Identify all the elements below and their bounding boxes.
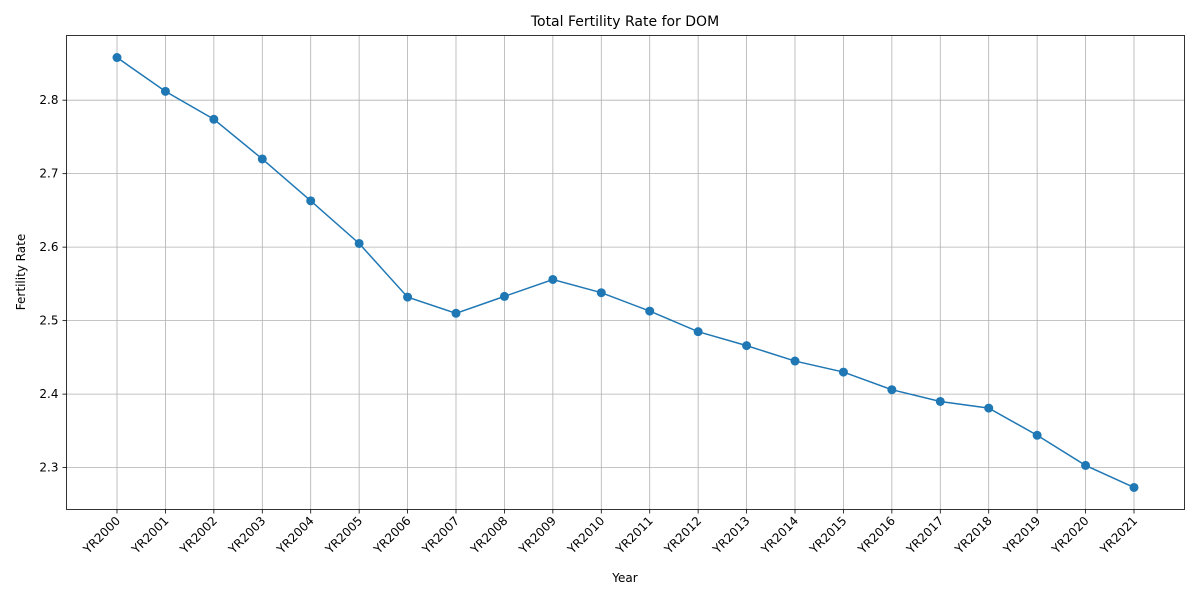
- x-tick-label: YR2015: [806, 514, 849, 557]
- y-tick-label: 2.5: [39, 314, 58, 328]
- y-tick-label: 2.8: [39, 93, 58, 107]
- x-tick-label: YR2011: [613, 514, 656, 557]
- x-tick-label: YR2004: [274, 514, 317, 557]
- x-tick-label: YR2000: [80, 514, 123, 557]
- x-tick-label: YR2007: [419, 514, 462, 557]
- data-point: [838, 367, 848, 377]
- data-point: [499, 291, 509, 301]
- x-tick-label: YR2020: [1048, 514, 1091, 557]
- x-tick-label: YR2021: [1097, 514, 1140, 557]
- data-point: [887, 385, 897, 395]
- data-point: [742, 341, 752, 351]
- y-tick-label: 2.4: [39, 387, 58, 401]
- x-tick-label: YR2013: [709, 514, 752, 557]
- data-point: [306, 196, 316, 206]
- x-tick-label: YR2019: [1000, 514, 1043, 557]
- x-tick-label: YR2010: [564, 514, 607, 557]
- series: [112, 53, 1139, 492]
- data-point: [693, 327, 703, 337]
- y-tick-label: 2.6: [39, 240, 58, 254]
- chart-title: Total Fertility Rate for DOM: [530, 14, 719, 30]
- x-tick-label: YR2001: [128, 514, 171, 557]
- data-point: [548, 274, 558, 284]
- series-line: [116, 56, 1135, 489]
- y-tick-label: 2.3: [39, 461, 58, 475]
- data-point: [984, 403, 994, 413]
- plot-frame: [66, 35, 1185, 510]
- data-point: [935, 396, 945, 406]
- data-point: [112, 53, 122, 63]
- x-tick-label: YR2017: [903, 514, 946, 557]
- x-tick-label: YR2005: [322, 514, 365, 557]
- x-tick-label: YR2006: [370, 514, 413, 557]
- x-tick-label: YR2009: [516, 514, 559, 557]
- y-axis-label: Fertility Rate: [14, 234, 28, 310]
- data-point: [790, 356, 800, 366]
- y-tick-label: 2.7: [39, 167, 58, 181]
- y-axis-ticks: 2.3 2.4 2.5 2.6 2.7 2.8: [39, 93, 67, 475]
- data-point: [403, 292, 413, 302]
- data-point: [1081, 460, 1091, 470]
- data-point: [257, 154, 267, 164]
- data-point: [160, 86, 170, 96]
- grid: [66, 35, 1185, 510]
- data-point: [209, 114, 219, 124]
- x-tick-label: YR2008: [467, 514, 510, 557]
- x-tick-label: YR2014: [758, 514, 801, 557]
- data-point: [451, 308, 461, 318]
- x-axis-label: Year: [611, 571, 637, 585]
- x-tick-label: YR2003: [225, 514, 268, 557]
- data-point: [1032, 430, 1042, 440]
- data-point: [1129, 482, 1139, 492]
- x-axis-ticks: YR2000 YR2001 YR2002 YR2003 YR2004 YR2005 YR20…: [80, 509, 1140, 557]
- data-point: [354, 238, 364, 248]
- data-point: [645, 306, 655, 316]
- x-tick-label: YR2018: [952, 514, 995, 557]
- x-tick-label: YR2002: [177, 514, 220, 557]
- x-tick-label: YR2016: [855, 514, 898, 557]
- x-tick-label: YR2012: [661, 514, 704, 557]
- data-point: [596, 288, 606, 298]
